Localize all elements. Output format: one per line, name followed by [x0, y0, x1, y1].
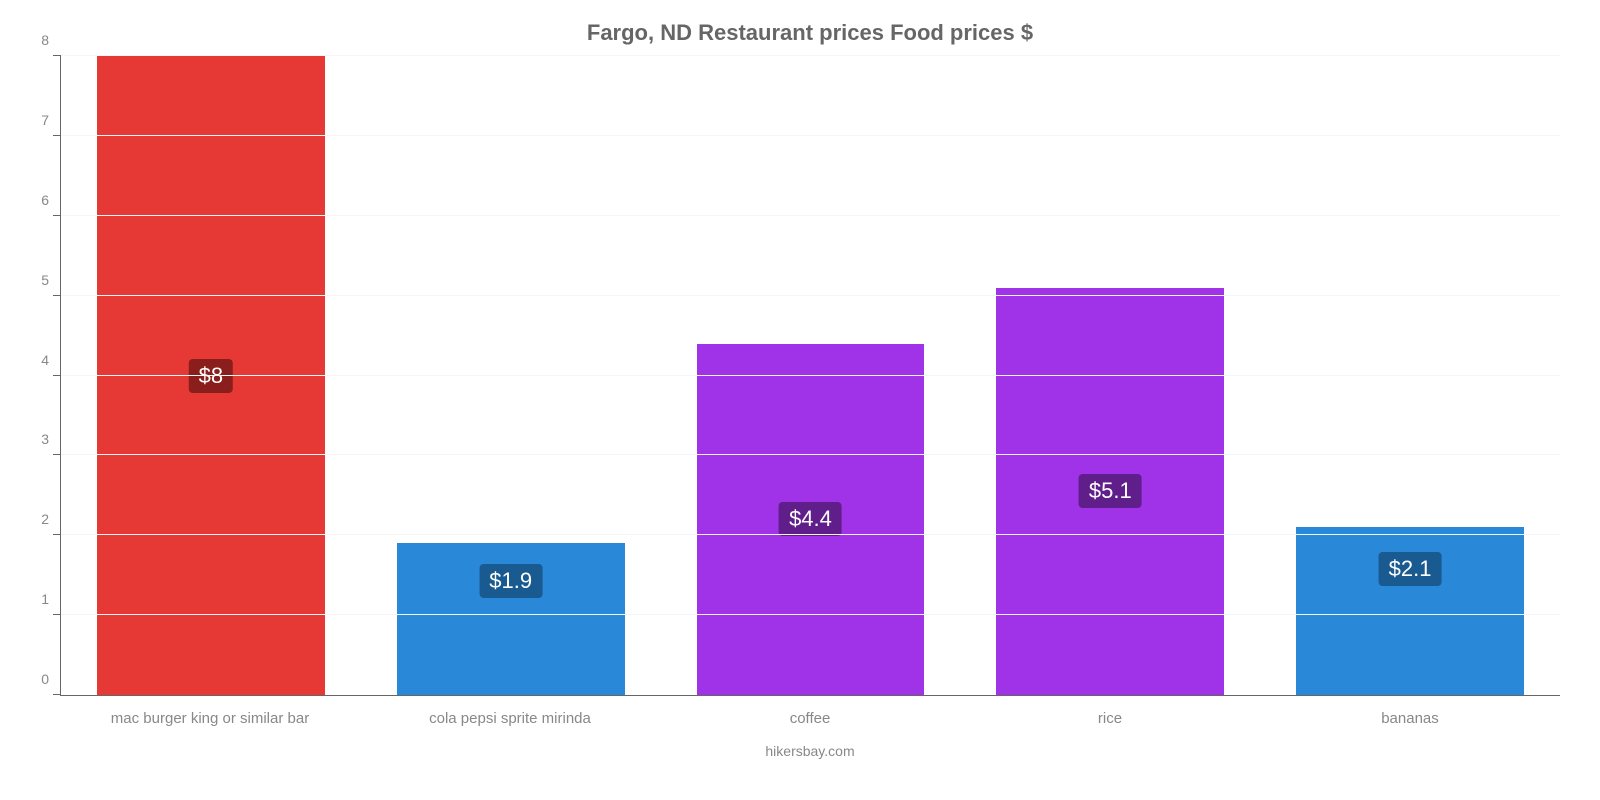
y-tick [53, 614, 61, 615]
gridline [61, 295, 1560, 296]
gridline [61, 55, 1560, 56]
attribution-text: hikersbay.com [60, 743, 1560, 759]
y-tick [53, 454, 61, 455]
bar: $8 [97, 56, 325, 695]
x-axis-label: cola pepsi sprite mirinda [360, 710, 660, 727]
y-tick-label: 0 [41, 671, 61, 687]
chart-title: Fargo, ND Restaurant prices Food prices … [60, 20, 1560, 46]
chart-container: Fargo, ND Restaurant prices Food prices … [0, 0, 1600, 800]
y-tick [53, 55, 61, 56]
y-tick-label: 5 [41, 272, 61, 288]
bar-value-label: $1.9 [479, 564, 542, 598]
plot-area: $8$1.9$4.4$5.1$2.1 012345678 [60, 56, 1560, 696]
x-axis-labels: mac burger king or similar barcola pepsi… [60, 710, 1560, 727]
y-tick [53, 215, 61, 216]
gridline [61, 614, 1560, 615]
y-tick-label: 6 [41, 192, 61, 208]
y-tick-label: 7 [41, 112, 61, 128]
gridline [61, 534, 1560, 535]
bar: $5.1 [996, 288, 1224, 695]
y-tick-label: 3 [41, 431, 61, 447]
y-tick [53, 135, 61, 136]
bar-value-label: $4.4 [779, 502, 842, 536]
bar: $2.1 [1296, 527, 1524, 695]
bars-group: $8 $1.9 $4.4 $5.1 $2.1 [61, 56, 1560, 695]
bar-slot: $4.4 [661, 56, 961, 695]
bar: $1.9 [397, 543, 625, 695]
x-axis-label: bananas [1260, 710, 1560, 727]
gridline [61, 135, 1560, 136]
bar-value-label: $5.1 [1079, 474, 1142, 508]
x-axis-label: mac burger king or similar bar [60, 710, 360, 727]
bar-value-label: $8 [189, 359, 233, 393]
y-tick [53, 534, 61, 535]
bar-slot: $2.1 [1260, 56, 1560, 695]
bar: $4.4 [697, 344, 925, 695]
bar-value-label: $2.1 [1379, 552, 1442, 586]
bar-slot: $5.1 [960, 56, 1260, 695]
y-tick [53, 375, 61, 376]
y-tick-label: 4 [41, 352, 61, 368]
bar-slot: $8 [61, 56, 361, 695]
gridline [61, 454, 1560, 455]
y-tick-label: 1 [41, 591, 61, 607]
y-tick-label: 8 [41, 32, 61, 48]
gridline [61, 375, 1560, 376]
y-tick [53, 295, 61, 296]
bar-slot: $1.9 [361, 56, 661, 695]
y-tick [53, 694, 61, 695]
x-axis-label: rice [960, 710, 1260, 727]
x-axis-label: coffee [660, 710, 960, 727]
y-tick-label: 2 [41, 511, 61, 527]
gridline [61, 215, 1560, 216]
